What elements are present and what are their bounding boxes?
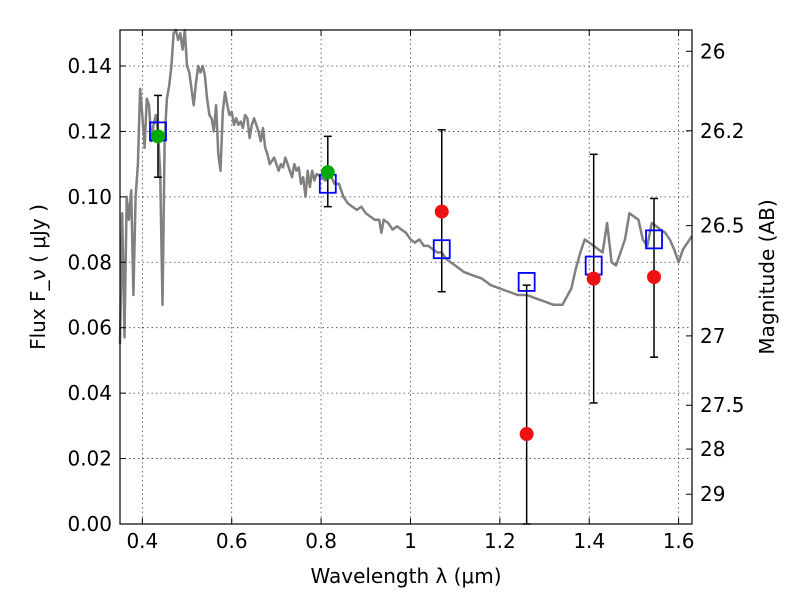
model-photometry-box [432, 239, 451, 260]
green-data-point [150, 129, 165, 144]
x-tick-label: 1.6 [663, 529, 695, 553]
right-tick-label: 27 [700, 324, 725, 348]
y-tick-label: 0.00 [67, 512, 112, 536]
right-tick-label: 26.2 [700, 119, 745, 143]
right-tick-label: 27.5 [700, 393, 745, 417]
grid [120, 30, 692, 525]
model-spectrum-line [118, 28, 694, 345]
y-tick-label: 0.10 [67, 185, 112, 209]
y-axis-right-label: Magnitude (AB) [755, 199, 779, 354]
right-tick-label: 28 [700, 437, 725, 461]
x-axis-label: Wavelength λ (μm) [310, 564, 501, 588]
x-tick-label: 1 [404, 529, 417, 553]
model-photometry-box [517, 272, 536, 292]
y-tick-label: 0.06 [67, 316, 112, 340]
model-photometry-box [645, 229, 663, 250]
y-tick-label: 0.08 [67, 250, 112, 274]
right-tick-label: 26 [700, 39, 725, 63]
right-tick-label: 26.5 [700, 214, 745, 238]
axis-ticks: 0.4 0.6 0.8 1 1.2 1.4 1.6 0.00 0.02 0.04 0.06 0.08 0… [67, 30, 745, 553]
y-axis-label: Flux F_ν ( μJy ) [26, 204, 50, 350]
model-photometry-boxes [149, 121, 663, 292]
x-tick-label: 1.2 [484, 529, 516, 553]
y-tick-label: 0.02 [67, 447, 112, 471]
red-data-point [647, 270, 662, 284]
observed-photometry [150, 129, 662, 442]
x-tick-label: 0.6 [216, 529, 248, 553]
red-data-point [434, 204, 449, 219]
error-bars [153, 94, 659, 525]
red-data-point [519, 427, 534, 442]
x-tick-label: 0.4 [126, 529, 158, 553]
x-tick-label: 1.4 [573, 529, 605, 553]
y-tick-label: 0.14 [67, 54, 112, 78]
model-spectrum [118, 28, 694, 345]
green-data-point [320, 165, 335, 180]
right-tick-label: 29 [700, 482, 725, 506]
y-tick-label: 0.12 [67, 119, 112, 143]
red-data-point [586, 271, 601, 286]
y-tick-label: 0.04 [67, 381, 112, 405]
plot-frame [119, 29, 693, 525]
x-tick-label: 0.8 [305, 529, 337, 553]
